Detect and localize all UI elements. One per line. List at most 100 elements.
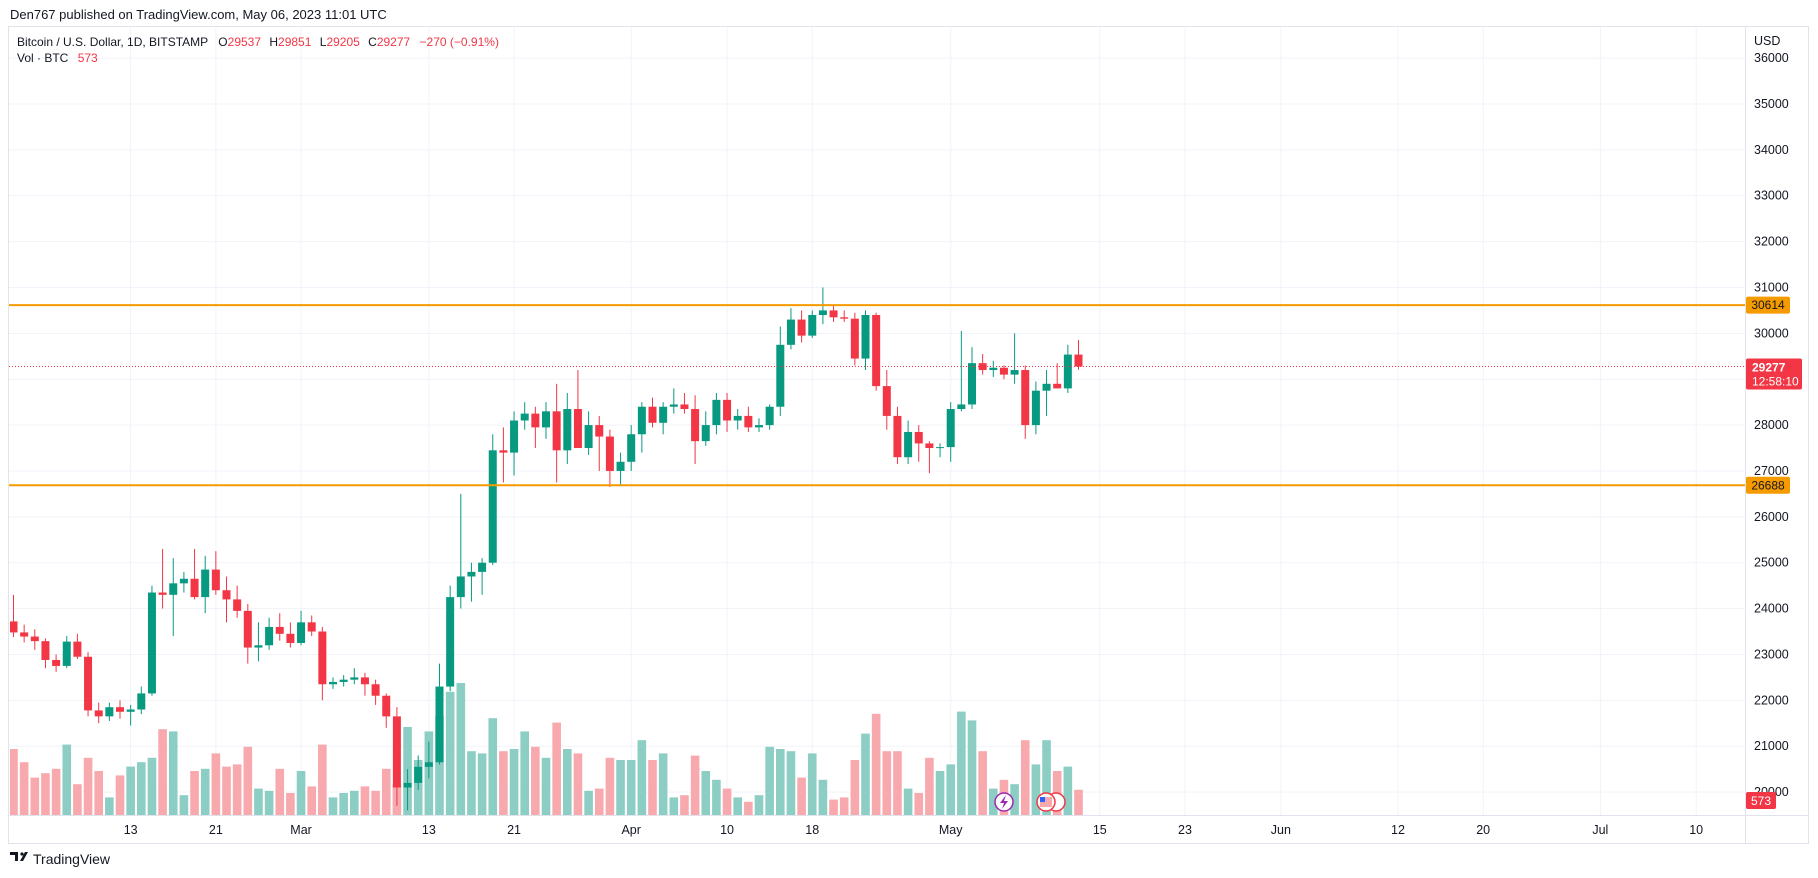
volume-bar [637, 740, 647, 815]
candle [190, 548, 199, 600]
candle [456, 493, 465, 609]
volume-bar [147, 757, 157, 815]
candle [669, 388, 678, 414]
candle [360, 672, 369, 696]
volume-bar [563, 749, 572, 815]
candle-body [893, 415, 902, 458]
volume-bar [467, 751, 476, 815]
volume-bar [62, 744, 72, 815]
y-tick-label: 30000 [1754, 326, 1789, 340]
candle [840, 310, 849, 322]
candle-body [1021, 370, 1030, 426]
candle [552, 383, 561, 483]
candle [904, 420, 913, 465]
candle [723, 392, 732, 432]
svg-text:573: 573 [1751, 794, 1771, 808]
volume-bar [435, 716, 444, 815]
candle-body [233, 599, 242, 611]
x-tick-label: 21 [209, 823, 223, 837]
candle [201, 555, 210, 614]
candle-body [488, 450, 497, 563]
us-flag-icon[interactable] [1036, 792, 1066, 812]
candle-body [286, 633, 295, 643]
candle [914, 425, 923, 462]
volume-bar [83, 757, 93, 815]
candle [403, 769, 412, 811]
volume-bar [946, 764, 955, 815]
candles [10, 287, 1083, 811]
x-tick-label: 13 [124, 823, 138, 837]
candle [329, 677, 337, 689]
svg-text:29277: 29277 [1752, 361, 1786, 375]
candle-body [360, 677, 369, 685]
y-tick-label: 33000 [1754, 189, 1789, 203]
candle-body [371, 684, 380, 696]
candle-body [531, 413, 540, 428]
candle-body [957, 404, 966, 410]
candle-body [179, 578, 188, 584]
volume-label: Vol · BTC [17, 51, 69, 65]
x-tick-label: 18 [805, 823, 819, 837]
volume-bar [871, 713, 881, 815]
candle-body [712, 399, 721, 426]
candle [297, 610, 306, 646]
candle [1042, 370, 1051, 416]
candle [989, 360, 998, 377]
volume-bar [190, 771, 199, 815]
volume-bar [1031, 764, 1041, 815]
currency-label: USD [1754, 34, 1780, 48]
volume-bar [754, 795, 764, 815]
candle-body [73, 641, 82, 657]
candle-body [765, 406, 774, 426]
candle-body [648, 406, 657, 423]
candle [382, 693, 391, 728]
candle [350, 668, 359, 685]
volume-bar [264, 790, 274, 815]
candle [275, 613, 284, 641]
footer-brand[interactable]: TradingView [33, 851, 111, 867]
volume-bar [339, 793, 348, 815]
high-value: 29851 [278, 35, 312, 49]
candle-body [62, 641, 71, 666]
x-tick-label: 21 [507, 823, 521, 837]
x-tick-label: 23 [1178, 823, 1192, 837]
volume-bar [456, 683, 466, 815]
candle [680, 392, 689, 414]
candle [254, 622, 263, 662]
tradingview-logo-icon[interactable] [10, 852, 28, 861]
candle-body [424, 762, 433, 767]
candle-body [563, 409, 572, 451]
candle-body [382, 695, 391, 717]
volume-bar [371, 790, 380, 815]
candle [41, 638, 50, 669]
volume-bar [115, 775, 125, 815]
candle-body [254, 645, 263, 648]
lightning-icon[interactable] [994, 792, 1014, 812]
candle [786, 308, 795, 350]
candle-body [147, 592, 156, 694]
volume-bar [254, 788, 263, 815]
candle [84, 652, 93, 717]
candle-body [776, 344, 785, 407]
candle [755, 418, 763, 432]
candle [882, 370, 891, 430]
x-tick-label: Apr [621, 823, 640, 837]
candle-body [446, 597, 455, 687]
open-label: O [218, 35, 227, 49]
volume-legend: Vol · BTC 573 [17, 51, 98, 65]
volume-bar [797, 777, 806, 815]
close-value: 29277 [377, 35, 411, 49]
candle [925, 441, 934, 474]
candle-body [999, 367, 1008, 375]
candle-body [116, 707, 124, 712]
candle [573, 370, 582, 449]
volume-bar [722, 788, 732, 815]
low-value: 29205 [326, 35, 360, 49]
symbol-title: Bitcoin / U.S. Dollar, 1D, BITSTAMP [17, 35, 208, 49]
candle-body [403, 782, 412, 788]
candle-body [978, 363, 987, 371]
svg-text:12:58:10: 12:58:10 [1752, 375, 1799, 389]
volume-bar [520, 731, 529, 815]
volume-bar [531, 746, 540, 815]
